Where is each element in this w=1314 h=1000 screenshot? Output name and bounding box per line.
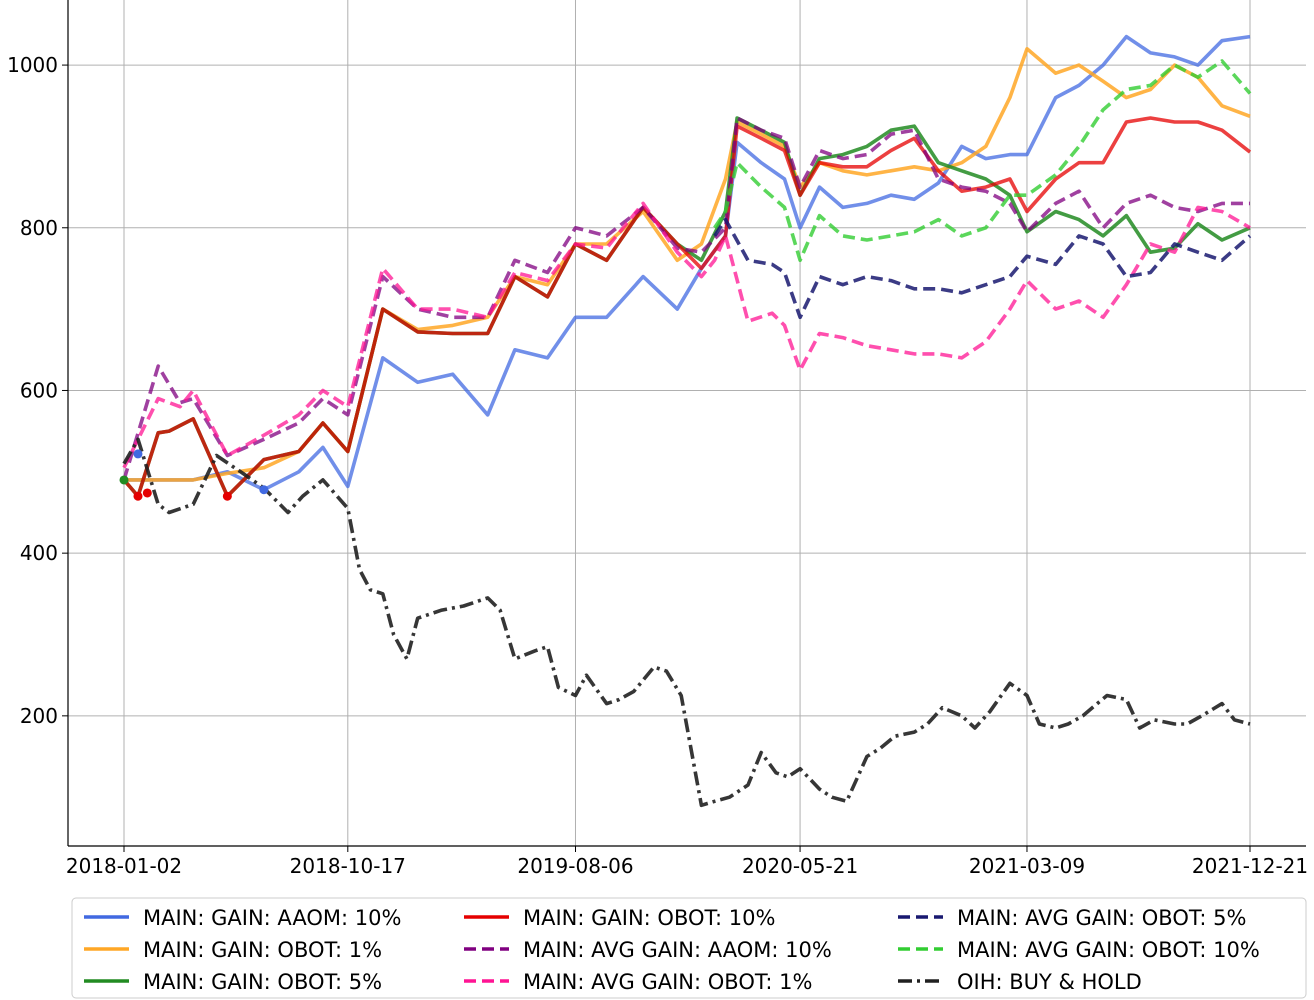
series-layer	[122, 34, 1252, 808]
data-point-marker	[222, 491, 232, 501]
series-line-3	[122, 116, 1252, 499]
legend-box	[71, 897, 1307, 999]
series-line-6	[713, 217, 1252, 320]
x-tick-label: 2019-08-06	[517, 854, 633, 878]
data-point-marker	[133, 449, 143, 459]
legend-label: MAIN: GAIN: AAOM: 10%	[143, 906, 401, 930]
data-point-marker	[142, 488, 152, 498]
series-line-0	[124, 34, 1251, 492]
data-point-marker	[133, 491, 143, 501]
x-tick-label: 2020-05-21	[742, 854, 858, 878]
x-tick-label: 2018-10-17	[290, 854, 406, 878]
y-tick-label: 400	[20, 541, 58, 565]
legend-label: MAIN: GAIN: OBOT: 1%	[143, 938, 382, 962]
series-line-5	[122, 201, 1251, 469]
legend-label: OIH: BUY & HOLD	[957, 970, 1142, 994]
grid	[68, 0, 1306, 846]
legend-label: MAIN: GAIN: OBOT: 5%	[143, 970, 382, 994]
series-line-8	[122, 437, 1251, 808]
legend-label: MAIN: AVG GAIN: OBOT: 10%	[957, 938, 1260, 962]
y-tick-label: 600	[20, 378, 58, 402]
series-line-4	[122, 116, 1250, 481]
x-tick-label: 2021-12-21	[1192, 854, 1308, 878]
legend: MAIN: GAIN: AAOM: 10% MAIN: GAIN: OBOT: 1…	[71, 897, 1307, 999]
y-tick-label: 200	[20, 704, 58, 728]
x-tick-label: 2018-01-02	[66, 854, 182, 878]
data-point-marker	[259, 485, 269, 495]
legend-label: MAIN: AVG GAIN: OBOT: 1%	[523, 970, 812, 994]
y-tick-label: 800	[20, 216, 58, 240]
series-line-7	[713, 59, 1252, 263]
y-tick-label: 1000	[7, 53, 58, 77]
x-tick-label: 2021-03-09	[969, 854, 1085, 878]
series-line-2	[122, 116, 1251, 499]
legend-label: MAIN: GAIN: OBOT: 10%	[523, 906, 775, 930]
legend-label: MAIN: AVG GAIN: OBOT: 5%	[957, 906, 1246, 930]
marker-layer	[119, 449, 269, 501]
legend-label: MAIN: AVG GAIN: AAOM: 10%	[523, 938, 832, 962]
data-point-marker	[119, 475, 129, 485]
axes: 200 400 600 800 1000 2018-01-02 2018-10-17 2019…	[7, 0, 1308, 878]
